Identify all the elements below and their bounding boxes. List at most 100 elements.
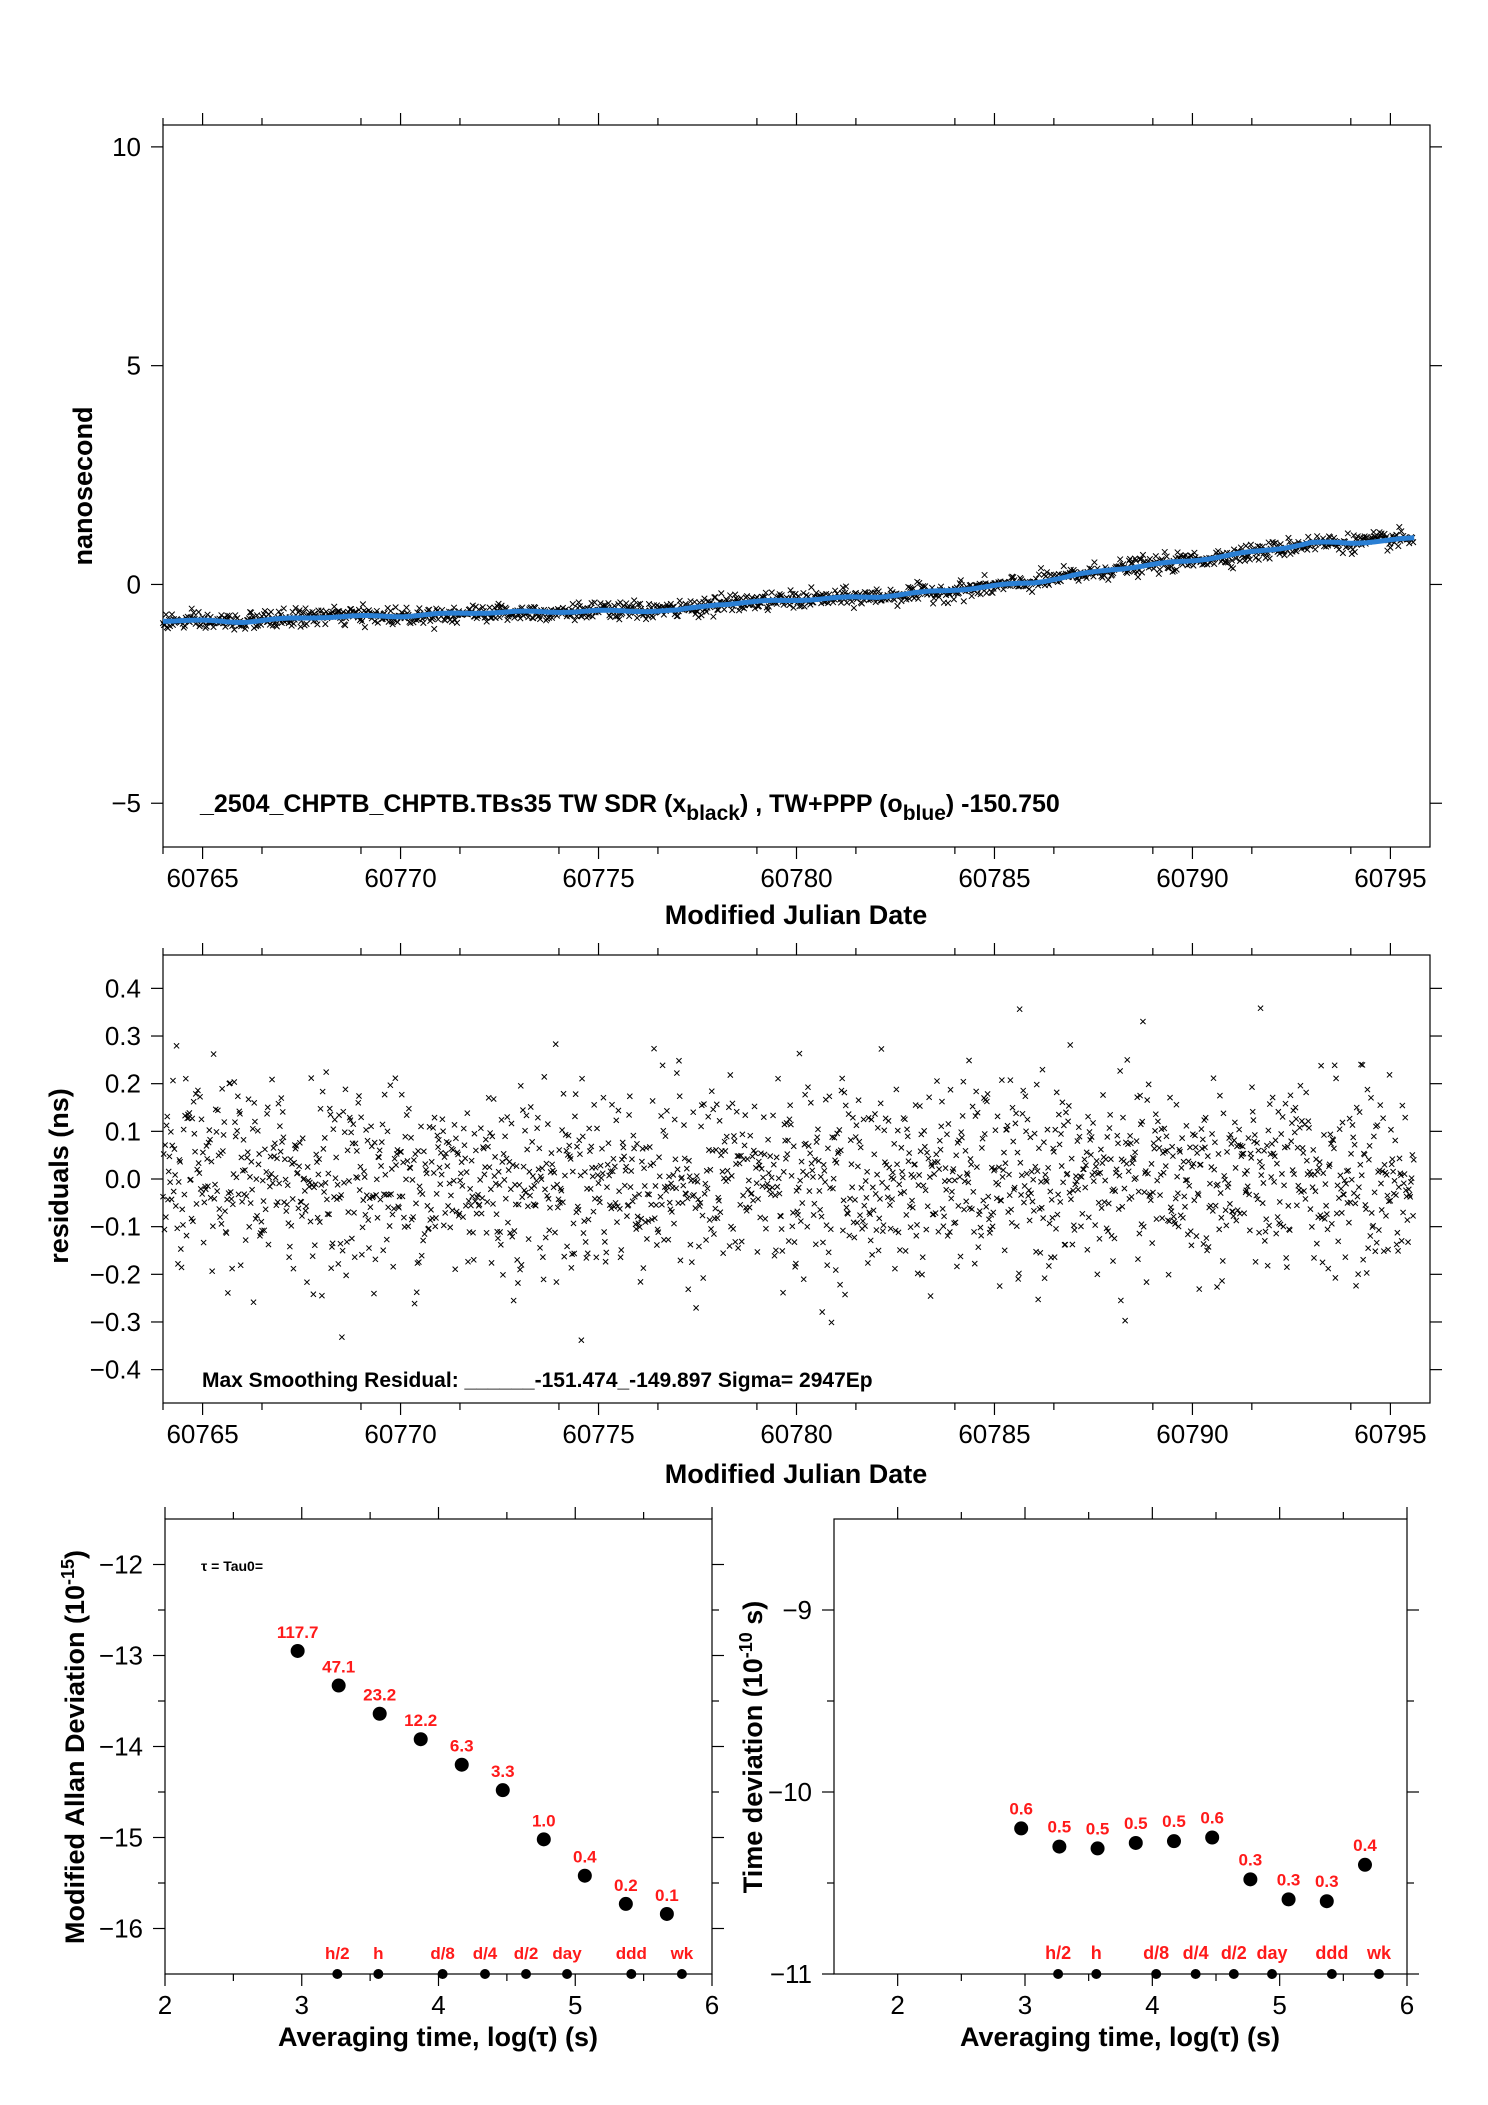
residual-point — [1366, 1142, 1373, 1149]
tw-sdr-point — [914, 578, 921, 586]
residual-point — [216, 1206, 223, 1212]
residual-point — [947, 1086, 954, 1093]
residual-point — [196, 1170, 203, 1177]
time-series-annotation: _2504_CHPTB_CHPTB.TBs35 TW SDR (xblack) … — [199, 790, 1060, 825]
residual-point — [1024, 1116, 1031, 1123]
residual-point — [813, 1139, 820, 1145]
residual-point — [522, 1189, 529, 1196]
residual-point — [386, 1223, 393, 1229]
residual-point — [864, 1168, 871, 1175]
residual-point — [588, 1143, 595, 1150]
residual-point — [971, 1228, 977, 1235]
residual-point — [688, 1259, 695, 1266]
tw-sdr-point — [1169, 568, 1176, 575]
residual-point — [1278, 1170, 1285, 1177]
residual-point — [666, 1199, 673, 1206]
residual-point — [633, 1140, 640, 1147]
residual-point — [167, 1128, 174, 1135]
residual-point — [1380, 1248, 1387, 1255]
residual-point — [160, 1193, 166, 1200]
residual-point — [234, 1093, 241, 1100]
residual-point — [514, 1256, 521, 1263]
tw-sdr-point — [848, 598, 856, 605]
residual-point — [1326, 1163, 1332, 1170]
residual-point — [1026, 1217, 1033, 1224]
residual-point — [998, 1077, 1005, 1084]
tdev-point-label: 0.5 — [1086, 1819, 1110, 1838]
residual-point — [484, 1198, 491, 1205]
residual-point — [1371, 1189, 1378, 1196]
residual-point — [375, 1154, 382, 1161]
residual-point — [621, 1153, 628, 1160]
residual-point — [1345, 1167, 1352, 1174]
residual-point — [1201, 1144, 1208, 1151]
tw-sdr-point — [1224, 559, 1232, 566]
tw-sdr-point — [1305, 533, 1312, 541]
residual-point — [384, 1128, 391, 1135]
residual-point — [1012, 1120, 1019, 1127]
residual-point — [1388, 1161, 1395, 1168]
residual-point — [673, 1185, 680, 1192]
residual-point — [677, 1257, 684, 1264]
residual-point — [617, 1254, 624, 1261]
residual-point — [1042, 1171, 1049, 1178]
residual-point — [847, 1195, 853, 1202]
residual-point — [1278, 1131, 1285, 1137]
residual-point — [931, 1171, 938, 1178]
residual-point — [504, 1219, 511, 1226]
residual-point — [799, 1200, 806, 1206]
residual-point — [204, 1155, 211, 1162]
residual-point — [745, 1177, 752, 1184]
residual-point — [435, 1144, 442, 1151]
residual-point — [1249, 1108, 1256, 1115]
residual-point — [481, 1171, 488, 1178]
residual-point — [566, 1142, 573, 1149]
residual-point — [961, 1206, 968, 1213]
residual-point — [885, 1117, 892, 1124]
residual-point — [655, 1229, 662, 1236]
residual-point — [1320, 1170, 1327, 1177]
mdev-point-label: 3.3 — [491, 1762, 515, 1781]
residual-point — [340, 1108, 347, 1115]
residual-point — [710, 1106, 717, 1113]
tw-sdr-point — [295, 609, 302, 616]
residual-point — [805, 1084, 811, 1091]
residual-point — [650, 1160, 657, 1167]
residual-point — [271, 1140, 278, 1147]
residual-point — [1051, 1254, 1058, 1261]
residual-point — [482, 1164, 489, 1171]
residual-point — [596, 1199, 603, 1206]
x-tick-label: 60795 — [1354, 1419, 1426, 1449]
residual-point — [1143, 1279, 1150, 1286]
residual-point — [758, 1165, 765, 1172]
residual-point — [978, 1232, 985, 1239]
residual-point — [1175, 1223, 1182, 1230]
residual-point — [356, 1187, 363, 1194]
residual-point — [742, 1112, 749, 1119]
tw-sdr-point — [626, 612, 633, 620]
residual-point — [168, 1196, 175, 1203]
residual-point — [1282, 1100, 1289, 1107]
tdev-tau-marker-label: day — [1257, 1943, 1288, 1963]
tw-sdr-point — [831, 587, 839, 594]
tw-sdr-point — [1037, 564, 1045, 572]
residual-point — [686, 1173, 693, 1180]
residual-point — [867, 1237, 874, 1244]
tw-sdr-point — [1276, 550, 1283, 557]
tw-sdr-point — [195, 608, 202, 616]
residual-point — [1389, 1156, 1396, 1163]
tdev-point-label: 0.5 — [1124, 1814, 1148, 1833]
residual-point — [354, 1175, 361, 1181]
residual-point — [769, 1184, 776, 1191]
tdev-tau-marker-label: h — [1091, 1943, 1102, 1963]
mdev-point-label: 117.7 — [277, 1623, 319, 1642]
tdev-point-label: 0.5 — [1162, 1812, 1186, 1831]
residual-point — [637, 1278, 644, 1285]
residual-point — [1395, 1247, 1402, 1254]
residual-point — [914, 1221, 920, 1228]
residual-point — [209, 1268, 216, 1275]
residual-point — [857, 1144, 864, 1151]
residual-point — [1234, 1207, 1241, 1214]
residual-point — [832, 1267, 839, 1273]
residual-point — [1384, 1192, 1391, 1199]
